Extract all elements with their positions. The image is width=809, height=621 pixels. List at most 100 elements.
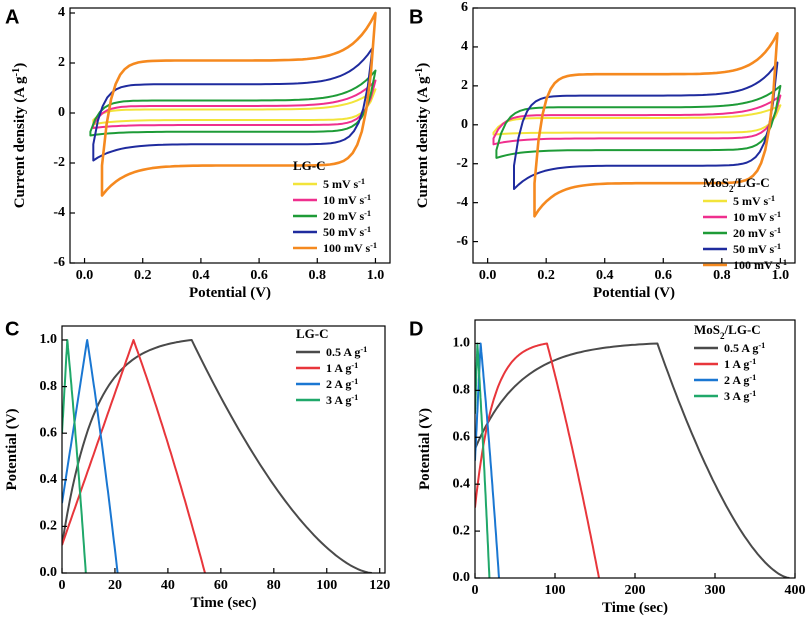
legend-title: MoS2/LG-C: [703, 175, 770, 194]
y-tick-label: 0.2: [453, 523, 471, 538]
legend-entry: 20 mV s-1: [323, 209, 371, 224]
legend: MoS2/LG-C5 mV s-110 mV s-120 mV s-150 mV…: [703, 175, 787, 272]
legend-entry: 5 mV s-1: [323, 177, 365, 192]
series-line: [475, 342, 600, 578]
series-line: [89, 69, 377, 137]
y-tick-label: -2: [53, 155, 65, 170]
y-tick-label: -4: [53, 205, 65, 220]
x-tick-label: 0.0: [479, 268, 497, 283]
x-tick-label: 0: [472, 583, 479, 598]
legend-entry: 50 mV s-1: [733, 242, 781, 257]
legend-entry: 1 A g-1: [326, 361, 358, 376]
y-tick-label: 1.0: [40, 332, 58, 347]
x-tick-label: 60: [214, 578, 228, 593]
y-tick-label: 0.6: [453, 429, 471, 444]
y-tick-label: -4: [456, 195, 468, 210]
y-tick-label: 4: [461, 39, 468, 54]
y-tick-label: 0.8: [453, 383, 471, 398]
x-axis-title: Potential (V): [593, 285, 675, 301]
y-tick-label: 1.0: [453, 336, 471, 351]
x-tick-label: 1.0: [772, 268, 790, 283]
x-tick-label: 40: [161, 578, 175, 593]
legend-title: MoS2/LG-C: [694, 322, 761, 341]
legend-entry: 20 mV s-1: [733, 226, 781, 241]
x-tick-label: 0.4: [192, 268, 210, 283]
x-tick-label: 0.6: [655, 268, 673, 283]
y-tick-label: 0.4: [40, 472, 58, 487]
plot-frame: [69, 7, 391, 264]
x-tick-label: 120: [369, 578, 390, 593]
series-line: [92, 79, 377, 129]
series-line: [475, 342, 491, 578]
legend-entry: 0.5 A g-1: [326, 345, 367, 360]
x-tick-label: 0.0: [76, 268, 94, 283]
y-axis-title: Current density (A g-1): [11, 63, 29, 209]
x-tick-label: 0.8: [309, 268, 327, 283]
series-line: [475, 342, 500, 578]
panel-A: A 0.0 0.2 0.4 0.6 0.8 1.0 -6 -4 -2 0 2 4 Potential (V…: [5, 5, 391, 301]
legend-title: LG-C: [296, 326, 329, 341]
legend-entry: 1 A g-1: [724, 357, 756, 372]
legend-entry: 2 A g-1: [724, 373, 756, 388]
x-tick-label: 100: [316, 578, 337, 593]
plot-frame: [61, 325, 386, 574]
y-tick-label: -6: [456, 234, 468, 249]
series-line: [533, 31, 779, 218]
legend: LG-C 0.5 A g-11 A g-12 A g-13 A g-1: [296, 326, 367, 407]
series-line: [513, 61, 779, 190]
series-line: [495, 84, 782, 159]
legend-entry: 2 A g-1: [326, 377, 358, 392]
panel-letter: B: [409, 6, 423, 28]
x-axis-title: Time (sec): [191, 595, 257, 611]
x-tick-label: 300: [705, 583, 726, 598]
legend-entry: 3 A g-1: [724, 389, 756, 404]
x-axis-title: Potential (V): [189, 285, 271, 301]
series-line: [492, 104, 782, 136]
y-tick-label: 0.0: [40, 565, 58, 580]
y-tick-label: 0: [461, 117, 468, 132]
x-tick-label: 0.8: [713, 268, 731, 283]
legend-entry: 50 mV s-1: [323, 225, 371, 240]
x-tick-label: 80: [267, 578, 281, 593]
y-tick-label: 0.4: [453, 476, 471, 491]
legend-entry: 10 mV s-1: [733, 210, 781, 225]
plot-frame: [472, 7, 796, 264]
y-tick-label: -2: [456, 156, 468, 171]
y-axis-title: Potential (V): [417, 408, 433, 490]
legend-entry: 100 mV s-1: [733, 258, 787, 273]
y-tick-label: 2: [461, 78, 468, 93]
y-tick-label: 0.8: [40, 379, 58, 394]
x-tick-label: 0.2: [134, 268, 152, 283]
legend: MoS2/LG-C0.5 A g-11 A g-12 A g-13 A g-1: [694, 322, 765, 403]
x-tick-label: 0.6: [250, 268, 268, 283]
legend-entry: 5 mV s-1: [733, 194, 775, 209]
x-tick-label: 0.4: [596, 268, 614, 283]
y-tick-label: 2: [58, 55, 65, 70]
series-line: [100, 11, 377, 197]
y-axis-title: Current density (A g-1): [414, 63, 432, 209]
x-tick-label: 0.2: [537, 268, 555, 283]
x-tick-label: 200: [625, 583, 646, 598]
legend-entry: 3 A g-1: [326, 393, 358, 408]
series-line: [92, 47, 374, 162]
panel-letter: A: [5, 6, 19, 28]
series-line: [92, 88, 377, 126]
y-tick-label: 4: [58, 5, 65, 20]
y-tick-label: -6: [53, 255, 65, 270]
panel-C: C 0 20 40 60 80 100 120 0.0 0.2 0.4 0.6 0.8 1.0 Time (…: [4, 318, 390, 611]
y-axis-title: Potential (V): [4, 408, 20, 490]
legend-title: LG-C: [293, 158, 326, 173]
legend-entry: 100 mV s-1: [323, 241, 377, 256]
series-line: [62, 339, 119, 573]
panel-letter: D: [409, 318, 423, 340]
series-line: [62, 339, 206, 573]
x-tick-label: 1.0: [367, 268, 385, 283]
y-tick-label: 0.6: [40, 425, 58, 440]
legend-entry: 10 mV s-1: [323, 193, 371, 208]
panel-D: D 0 100 200 300 400 0.0 0.2 0.4 0.6 0.8 1.0 Time (se…: [409, 318, 806, 616]
x-axis-title: Time (sec): [602, 600, 668, 616]
x-tick-label: 20: [108, 578, 122, 593]
series-line: [475, 342, 790, 578]
legend: LG-C 5 mV s-110 mV s-120 mV s-150 mV s-11…: [293, 158, 377, 255]
